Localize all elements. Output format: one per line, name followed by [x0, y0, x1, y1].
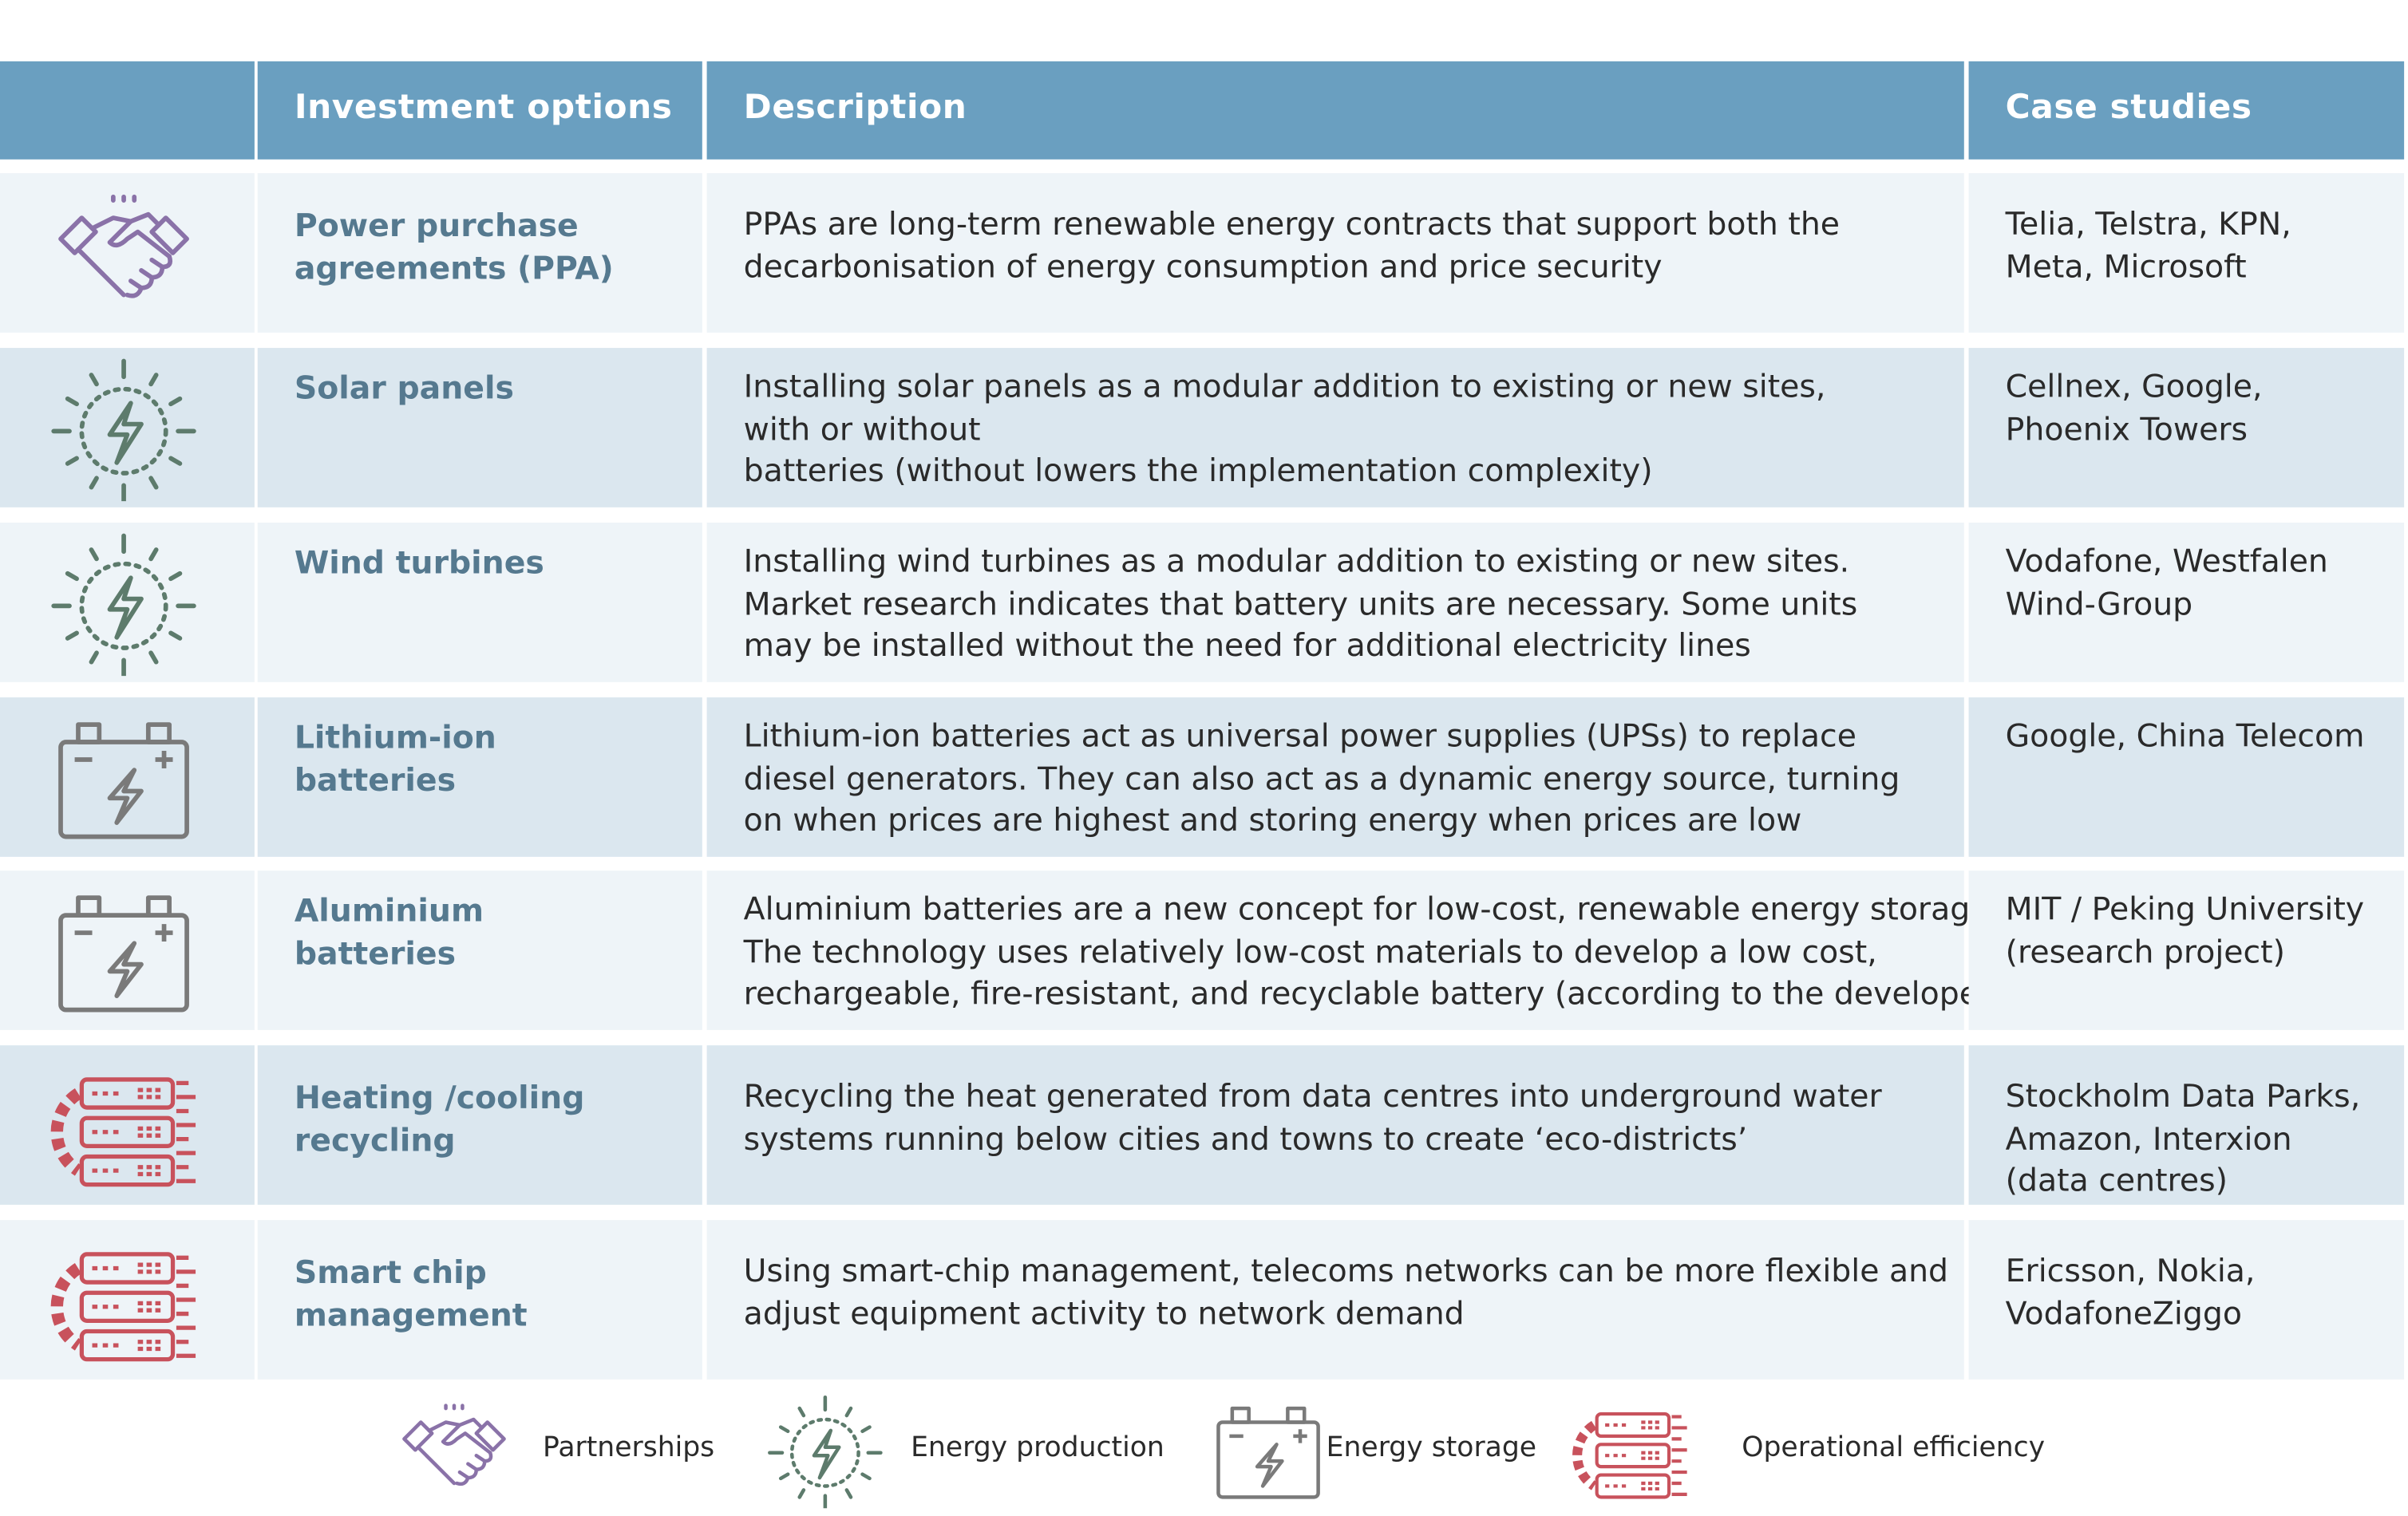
option-cell: Smart chip management	[257, 1220, 702, 1380]
text-line: Market research indicates that battery u…	[743, 584, 1858, 622]
cases-cell: Stockholm Data Parks, Amazon, Interxion (d…	[1968, 1045, 2405, 1205]
text-line: Lithium-ion batteries act as universal p…	[743, 717, 1856, 755]
text-line: Installing wind turbines as a modular ad…	[743, 543, 1850, 580]
option-cell: Solar panels	[257, 348, 702, 507]
text-line: Meta, Microsoft	[2005, 247, 2247, 285]
text-line: Aluminium	[294, 892, 484, 930]
text-line: agreements (PPA)	[294, 250, 614, 287]
text-line: VodafoneZiggo	[2005, 1294, 2242, 1332]
text-line: batteries (without lowers the implementa…	[743, 452, 1653, 489]
text-line: Vodafone, Westfalen	[2005, 543, 2328, 580]
text-line: recycling	[294, 1122, 456, 1159]
legend-label: Partnerships	[543, 1431, 715, 1464]
header-cell: Description	[706, 61, 1964, 160]
text-line: batteries	[294, 761, 457, 799]
cases-cell: Ericsson, Nokia, VodafoneZiggo	[1968, 1220, 2405, 1380]
text-line: Power purchase	[294, 207, 579, 244]
legend-icon	[1205, 1392, 1337, 1516]
text-line: on when prices are highest and storing e…	[743, 801, 1802, 839]
text-line: Installing solar panels as a modular add…	[743, 368, 1826, 405]
cases-cell: Vodafone, Westfalen Wind-Group	[1968, 523, 2405, 682]
text-line: Telia, Telstra, KPN,	[2005, 205, 2291, 243]
option-cell: Power purchase agreements (PPA)	[257, 173, 702, 333]
text-line: Lithium-ion	[294, 718, 496, 756]
icon	[1572, 1411, 1687, 1499]
icon-cell	[0, 871, 255, 1030]
icon-cell	[0, 173, 255, 333]
text-line: Recycling the heat generated from data c…	[743, 1077, 1882, 1115]
header-cell	[0, 61, 255, 160]
text-line: The technology uses relatively low-cost …	[743, 932, 1877, 970]
legend-icon	[1567, 1392, 1698, 1516]
icon-cell	[0, 1045, 255, 1205]
icon	[58, 722, 189, 839]
option-cell: Lithium-ion batteries	[257, 697, 702, 857]
header-cell: Case studies	[1968, 61, 2405, 160]
legend-label: Energy storage	[1326, 1431, 1537, 1464]
text-line: adjust equipment activity to network dem…	[743, 1294, 1465, 1332]
text-line: PPAs are long-term renewable energy cont…	[743, 205, 1841, 243]
text-line: with or without	[743, 409, 981, 447]
icon	[51, 358, 196, 502]
icon	[402, 1403, 506, 1486]
legend-label: Energy production	[911, 1431, 1164, 1464]
icon-cell	[0, 348, 255, 507]
text-line: Cellnex, Google,	[2005, 368, 2263, 405]
cases-cell: Telia, Telstra, KPN, Meta, Microsoft	[1968, 173, 2405, 333]
icon-cell	[0, 1220, 255, 1380]
text-line: Aluminium batteries are a new concept fo…	[743, 890, 1999, 928]
text-line: Heating /cooling	[294, 1079, 585, 1116]
option-cell: Aluminium batteries	[257, 871, 702, 1030]
text-line: Wind-Group	[2005, 584, 2193, 622]
text-line: Wind turbines	[294, 543, 544, 582]
icon	[58, 895, 189, 1013]
text-line: rechargeable, fire-resistant, and recycl…	[743, 974, 2021, 1012]
icon	[51, 533, 196, 677]
text-line: MIT / Peking University	[2005, 890, 2365, 928]
text-line: decarbonisation of energy consumption an…	[743, 247, 1663, 285]
icon	[768, 1395, 883, 1510]
legend-icon	[762, 1392, 894, 1516]
text-line: Solar panels	[294, 369, 514, 407]
cases-cell: Cellnex, Google, Phoenix Towers	[1968, 348, 2405, 507]
cases-cell: Google, China Telecom	[1968, 697, 2405, 857]
description-cell: Using smart-chip management, telecoms ne…	[706, 1220, 1964, 1380]
option-cell: Heating /cooling recycling	[257, 1045, 702, 1205]
description-cell: Installing wind turbines as a modular ad…	[706, 523, 1964, 682]
text-line: (data centres)	[2005, 1162, 2228, 1199]
icon-cell	[0, 523, 255, 682]
text-line: management	[294, 1297, 528, 1334]
text-line: systems running below cities and towns t…	[743, 1119, 1748, 1157]
icon	[58, 194, 189, 298]
text-line: diesel generators. They can also act as …	[743, 759, 1900, 796]
legend-label: Operational efficiency	[1742, 1431, 2046, 1464]
description-cell: Recycling the heat generated from data c…	[706, 1045, 1964, 1205]
text-line: Using smart-chip management, telecoms ne…	[743, 1252, 1949, 1289]
text-line: Phoenix Towers	[2005, 409, 2248, 447]
text-line: Amazon, Interxion	[2005, 1119, 2292, 1157]
icon	[1216, 1406, 1320, 1499]
text-line: Ericsson, Nokia,	[2005, 1252, 2256, 1289]
icon-cell	[0, 697, 255, 857]
description-cell: Installing solar panels as a modular add…	[706, 348, 1964, 507]
text-line: Stockholm Data Parks,	[2005, 1077, 2361, 1115]
description-cell: Aluminium batteries are a new concept fo…	[706, 871, 2021, 1030]
option-cell: Wind turbines	[257, 523, 702, 682]
legend-icon	[391, 1392, 523, 1516]
cases-cell: MIT / Peking University (research project…	[1968, 871, 2405, 1030]
text-line: Google, China Telecom	[2005, 717, 2365, 755]
text-line: batteries	[294, 934, 457, 972]
text-line: Smart chip	[294, 1253, 487, 1291]
description-cell: PPAs are long-term renewable energy cont…	[706, 173, 1964, 333]
text-line: may be installed without the need for ad…	[743, 626, 1751, 664]
description-cell: Lithium-ion batteries act as universal p…	[706, 697, 1964, 857]
icon	[50, 1077, 196, 1187]
text-line: (research project)	[2005, 932, 2285, 970]
header-cell: Investment options	[257, 61, 702, 160]
icon	[50, 1252, 196, 1362]
